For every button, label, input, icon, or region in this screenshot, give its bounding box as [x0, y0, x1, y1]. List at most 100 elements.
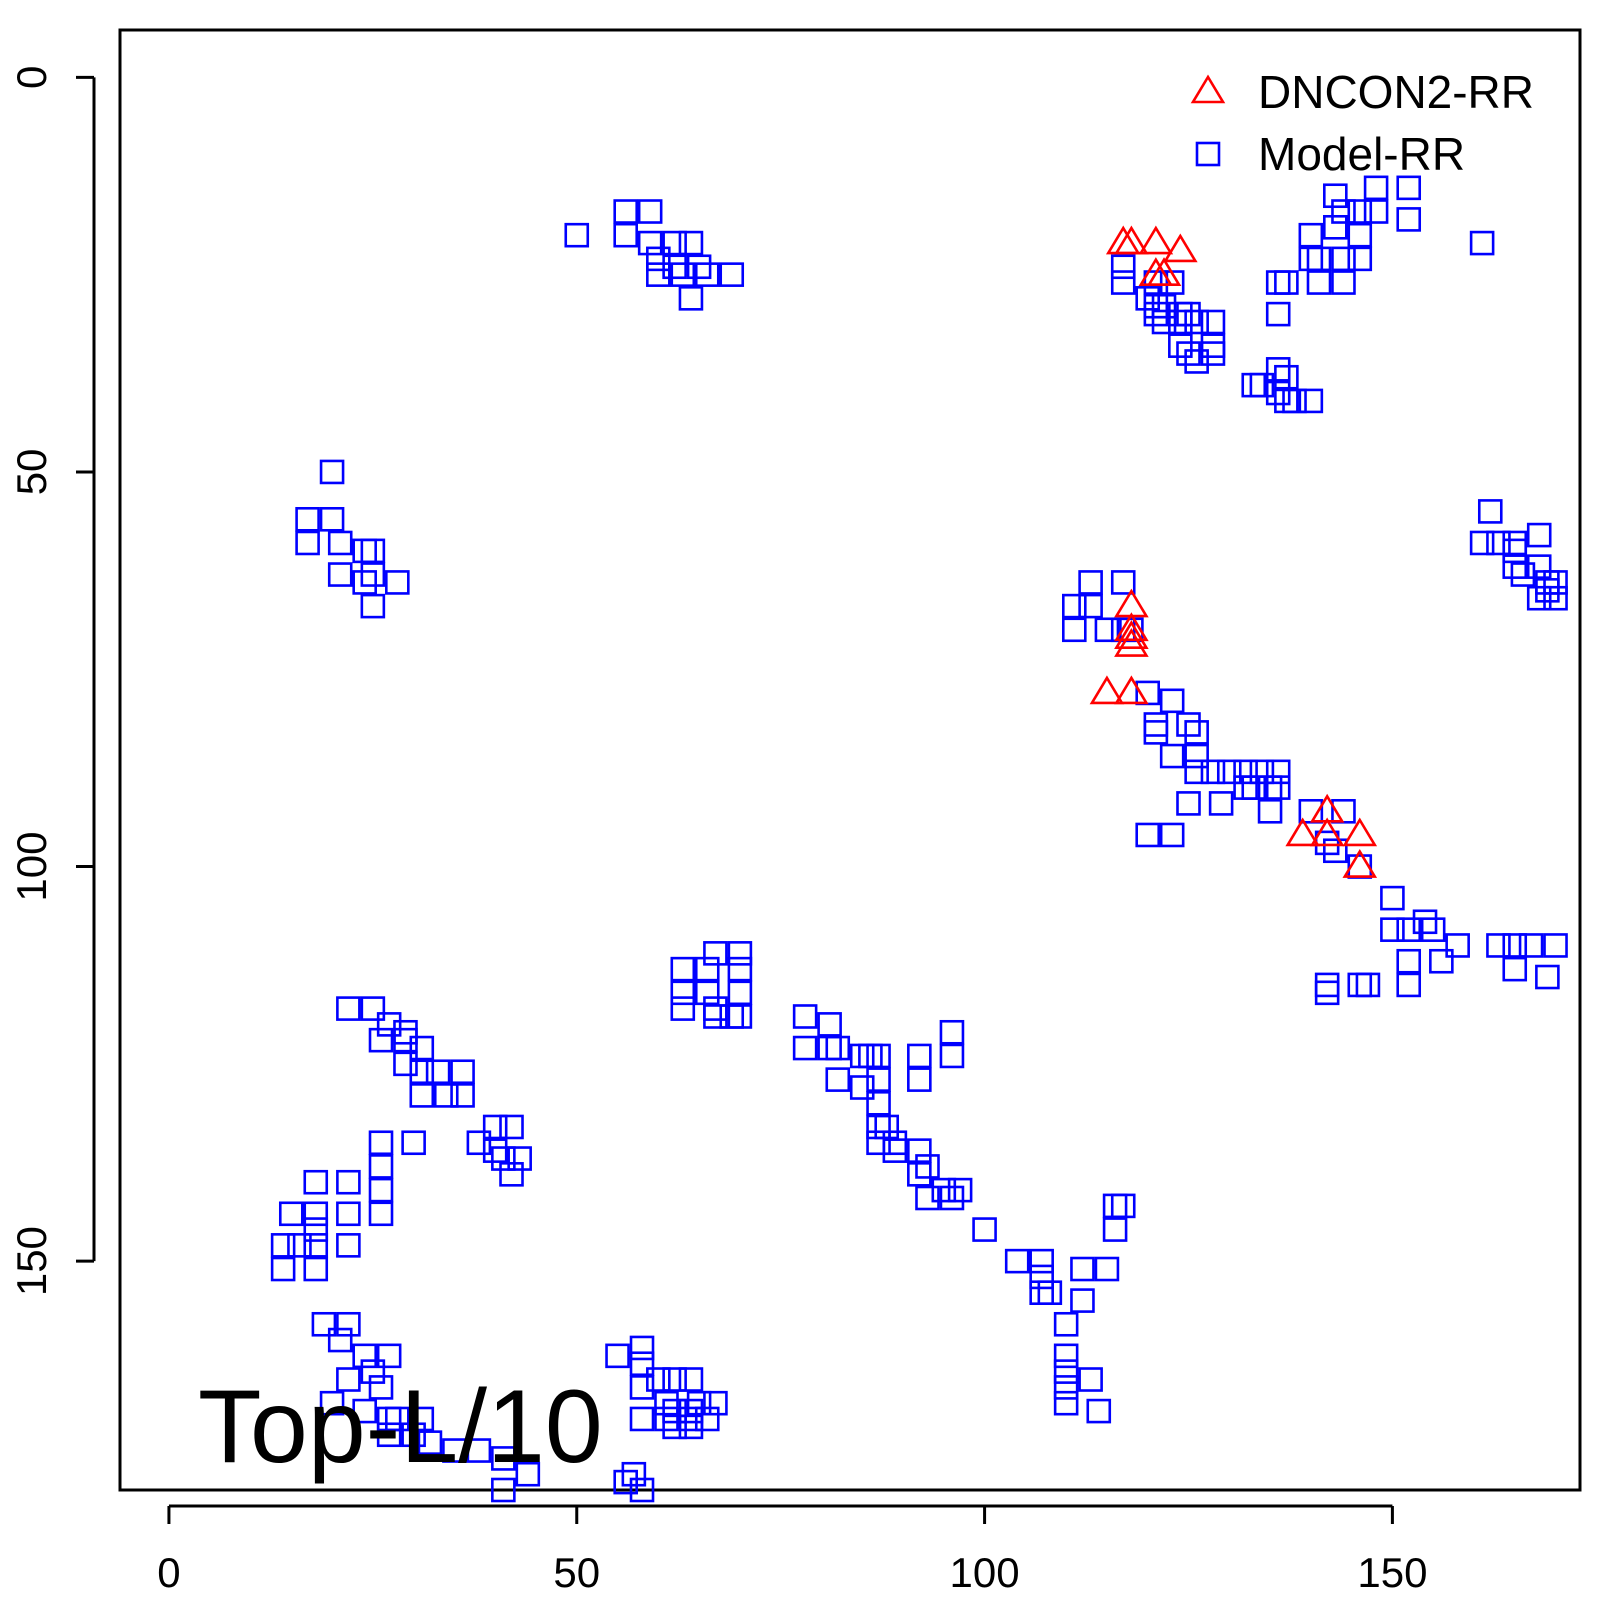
model-rr-point	[1078, 570, 1103, 595]
model-rr-point	[409, 1059, 435, 1085]
model-rr-point	[1053, 1359, 1079, 1384]
dncon2-rr-point	[1342, 849, 1378, 878]
model-rr-point	[1200, 341, 1226, 366]
model-rr-point	[1535, 964, 1560, 990]
model-rr-point	[1257, 798, 1283, 824]
model-rr-point	[1502, 933, 1528, 958]
model-rr-point	[491, 1477, 516, 1503]
model-rr-point	[1143, 720, 1169, 745]
legend: DNCON2-RR Model-RR	[1190, 66, 1534, 180]
model-rr-point	[1510, 562, 1536, 587]
y-tick-label: 150	[8, 1226, 55, 1296]
model-rr-point	[629, 1335, 655, 1361]
model-rr-point	[629, 1351, 655, 1377]
model-rr-point	[303, 1201, 329, 1227]
model-rr-point	[613, 1469, 638, 1495]
model-rr-point	[1363, 175, 1389, 201]
model-rr-point	[882, 1138, 908, 1163]
model-rr-point	[703, 996, 728, 1021]
model-rr-point	[319, 506, 345, 532]
model-rr-point	[368, 1177, 394, 1203]
model-rr-point	[1151, 309, 1177, 335]
model-rr-point	[385, 570, 410, 595]
model-rr-point	[303, 1256, 329, 1282]
model-rr-point	[1347, 972, 1373, 998]
model-rr-point	[1094, 1256, 1120, 1282]
model-rr-point	[360, 996, 386, 1021]
model-rr-point	[1265, 270, 1291, 295]
dncon2-rr-point	[1138, 225, 1174, 255]
model-rr-point	[686, 254, 712, 280]
model-rr-point	[1053, 1343, 1079, 1369]
model-rr-point	[629, 1406, 655, 1432]
model-rr-point	[866, 1090, 891, 1116]
y-tick-label: 100	[8, 832, 55, 902]
model-rr-point	[1184, 349, 1209, 374]
model-rr-point	[662, 1367, 687, 1392]
model-rr-point	[1323, 838, 1348, 864]
model-rr-point	[866, 1114, 891, 1140]
model-rr-point	[1502, 530, 1528, 556]
model-rr-point	[866, 1130, 891, 1156]
model-rr-point	[678, 1414, 704, 1440]
model-rr-point	[1396, 175, 1422, 201]
model-rr-point	[352, 570, 377, 595]
model-rr-point	[1233, 759, 1258, 785]
model-rr-point	[1282, 388, 1307, 414]
model-rr-point	[1159, 743, 1185, 769]
model-rr-point	[907, 1043, 932, 1069]
model-rr-point	[1469, 530, 1495, 556]
y-tick-label: 0	[8, 66, 55, 89]
x-tick-label: 100	[950, 1549, 1020, 1596]
model-rr-point	[1396, 972, 1422, 998]
model-rr-point	[1535, 570, 1560, 595]
x-tick-label: 150	[1357, 1549, 1427, 1596]
model-rr-point	[336, 996, 361, 1021]
model-rr-point	[336, 1169, 361, 1195]
model-rr-point	[327, 530, 353, 556]
model-rr-point	[1380, 885, 1405, 911]
model-rr-point	[694, 956, 720, 982]
model-rr-point	[376, 1422, 402, 1448]
model-rr-point	[654, 1390, 679, 1416]
model-rr-point	[352, 1398, 377, 1424]
model-rr-point	[1265, 759, 1291, 785]
model-rr-point	[882, 1130, 908, 1156]
model-rr-point	[678, 286, 704, 311]
model-rr-point	[327, 1327, 353, 1353]
model-rr-point	[637, 199, 663, 224]
model-rr-point	[1249, 759, 1275, 785]
model-rr-point	[1347, 199, 1373, 224]
model-rr-point	[401, 1422, 426, 1448]
model-rr-point	[417, 1430, 443, 1455]
dncon2-rr-point	[1285, 817, 1320, 847]
model-rr-point	[727, 956, 753, 982]
model-rr-point	[1135, 822, 1161, 848]
model-rr-point	[670, 956, 696, 982]
legend-marker	[1190, 74, 1226, 104]
model-rr-point	[376, 1343, 402, 1369]
model-rr-point	[311, 1311, 337, 1337]
data-points	[270, 175, 1568, 1503]
model-rr-point	[1363, 199, 1389, 224]
model-rr-point	[662, 1398, 687, 1424]
model-rr-point	[1429, 948, 1454, 974]
model-rr-point	[1274, 270, 1299, 295]
model-rr-point	[1102, 1217, 1128, 1242]
model-rr-point	[662, 254, 687, 280]
model-rr-point	[1331, 246, 1356, 272]
model-rr-point	[368, 1375, 394, 1400]
model-rr-point	[1200, 333, 1226, 358]
model-rr-point	[278, 1201, 304, 1227]
model-rr-point	[1110, 254, 1136, 280]
model-rr-point	[1396, 948, 1422, 974]
model-rr-point	[1208, 791, 1234, 816]
model-rr-point	[866, 1067, 891, 1092]
model-rr-point	[482, 1114, 508, 1140]
model-rr-point	[1078, 593, 1103, 619]
model-rr-point	[907, 1162, 932, 1187]
plot-frame	[118, 28, 1582, 1492]
model-rr-point	[1396, 917, 1422, 942]
model-rr-point	[727, 941, 753, 966]
